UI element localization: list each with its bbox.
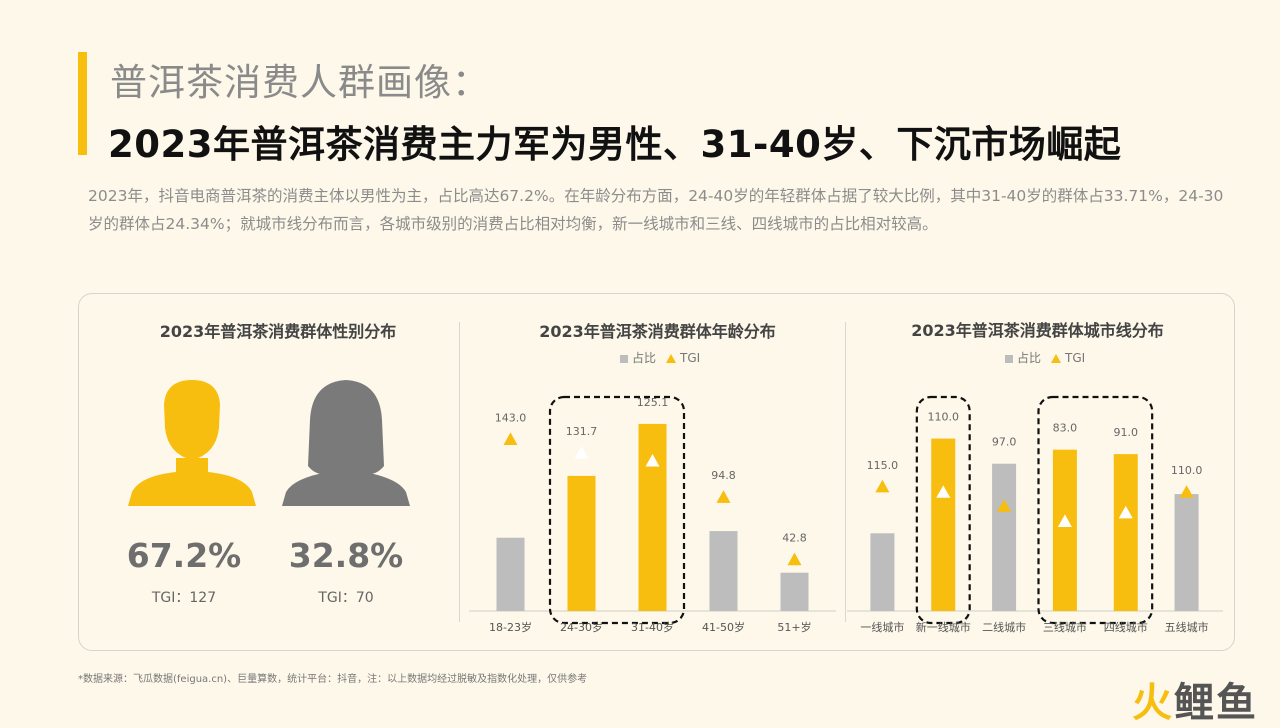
tgi-marker [1179,485,1194,498]
tgi-marker [645,453,660,467]
share-bar [496,537,525,611]
highlight-box [1037,395,1154,625]
category-label: 41-50岁 [702,620,745,634]
category-label: 24-30岁 [560,620,603,634]
tgi-marker [1118,505,1133,519]
age-chart-title: 2023年普洱茶消费群体年龄分布 [539,322,776,341]
tgi-value-label: 125.1 [637,396,669,409]
age-chart: 143.0 18-23岁 131.7 24-30岁 125.1 31-40岁 94.8 41-… [469,395,836,634]
category-label: 二线城市 [982,620,1026,634]
category-label: 31-40岁 [631,620,674,634]
tgi-marker [875,479,890,493]
tgi-value-label: 83.0 [1053,422,1078,435]
tgi-marker [503,432,518,445]
share-bar [709,531,738,611]
legend-share-label: 占比 [1017,351,1042,365]
category-label: 一线城市 [860,620,904,634]
share-bar [992,463,1017,611]
description-text: 2023年，抖音电商普洱茶的消费主体以男性为主，占比高达67.2%。在年龄分布方… [88,187,1224,233]
city-chart: 115.0 一线城市 110.0 新一线城市 97.0 二线城市 83.0 三线城市 91.0 四… [847,395,1223,634]
title-accent-bar [78,52,87,155]
tgi-marker [1057,514,1072,527]
tgi-marker [997,499,1012,512]
tgi-marker [716,490,731,503]
share-bar [870,533,895,611]
tgi-marker [787,552,802,566]
tgi-value-label: 97.0 [992,436,1017,449]
charts-panel [78,293,1235,651]
category-label: 51+岁 [777,620,811,634]
tgi-value-label: 91.0 [1114,426,1139,439]
category-label: 四线城市 [1104,620,1148,634]
legend-share-swatch [620,354,628,363]
tgi-value-label: 94.8 [711,469,736,482]
share-bar [1174,494,1199,611]
highlight-box [548,395,686,625]
tgi-value-label: 115.0 [867,459,899,472]
page-title: 2023年普洱茶消费主力军为男性、31-40岁、下沉市场崛起 [108,123,1122,166]
age-chart-legend: 占比 TGI [620,349,700,366]
share-bar [780,572,809,611]
share-bar [1113,454,1138,611]
legend-tgi-label: TGI [1065,351,1086,365]
female-percentage: 32.8% [288,536,404,575]
category-label: 五线城市 [1165,620,1209,634]
category-label: 三线城市 [1043,620,1087,634]
tgi-value-label: 42.8 [782,532,807,545]
legend-share-label: 占比 [632,351,657,365]
category-label: 18-23岁 [489,620,532,634]
highlight-box [915,395,971,625]
tgi-value-label: 143.0 [495,411,527,424]
female-tgi: TGI：70 [318,590,374,606]
footnote: *数据来源：飞瓜数据(feigua.cn)、巨量算数，统计平台：抖音，注：以上数… [78,674,588,685]
female-silhouette-icon [282,380,410,506]
divider-left [459,322,460,622]
share-bar [567,475,596,611]
legend-share-swatch [1005,354,1013,363]
brand-logo: 火鲤鱼 [1132,680,1258,726]
share-bar [1052,449,1077,611]
city-chart-title: 2023年普洱茶消费群体城市线分布 [911,321,1164,340]
city-chart-legend: 占比 TGI [1005,349,1085,366]
tgi-marker [936,485,951,498]
tgi-marker [574,445,589,459]
legend-tgi-label: TGI [680,351,701,365]
legend-tgi-triangle-icon [666,354,677,363]
tgi-value-label: 110.0 [928,411,960,424]
share-bar [638,423,667,611]
divider-right [845,322,846,622]
legend-tgi-triangle-icon [1051,354,1062,363]
gender-chart-title: 2023年普洱茶消费群体性别分布 [159,322,397,341]
male-silhouette-icon [128,380,256,506]
share-bar [931,438,956,611]
male-percentage: 67.2% [126,536,242,575]
tgi-value-label: 110.0 [1171,464,1203,477]
page-subtitle: 普洱茶消费人群画像： [110,61,490,104]
tgi-value-label: 131.7 [566,425,598,438]
category-label: 新一线城市 [916,620,971,634]
male-tgi: TGI：127 [151,590,217,606]
